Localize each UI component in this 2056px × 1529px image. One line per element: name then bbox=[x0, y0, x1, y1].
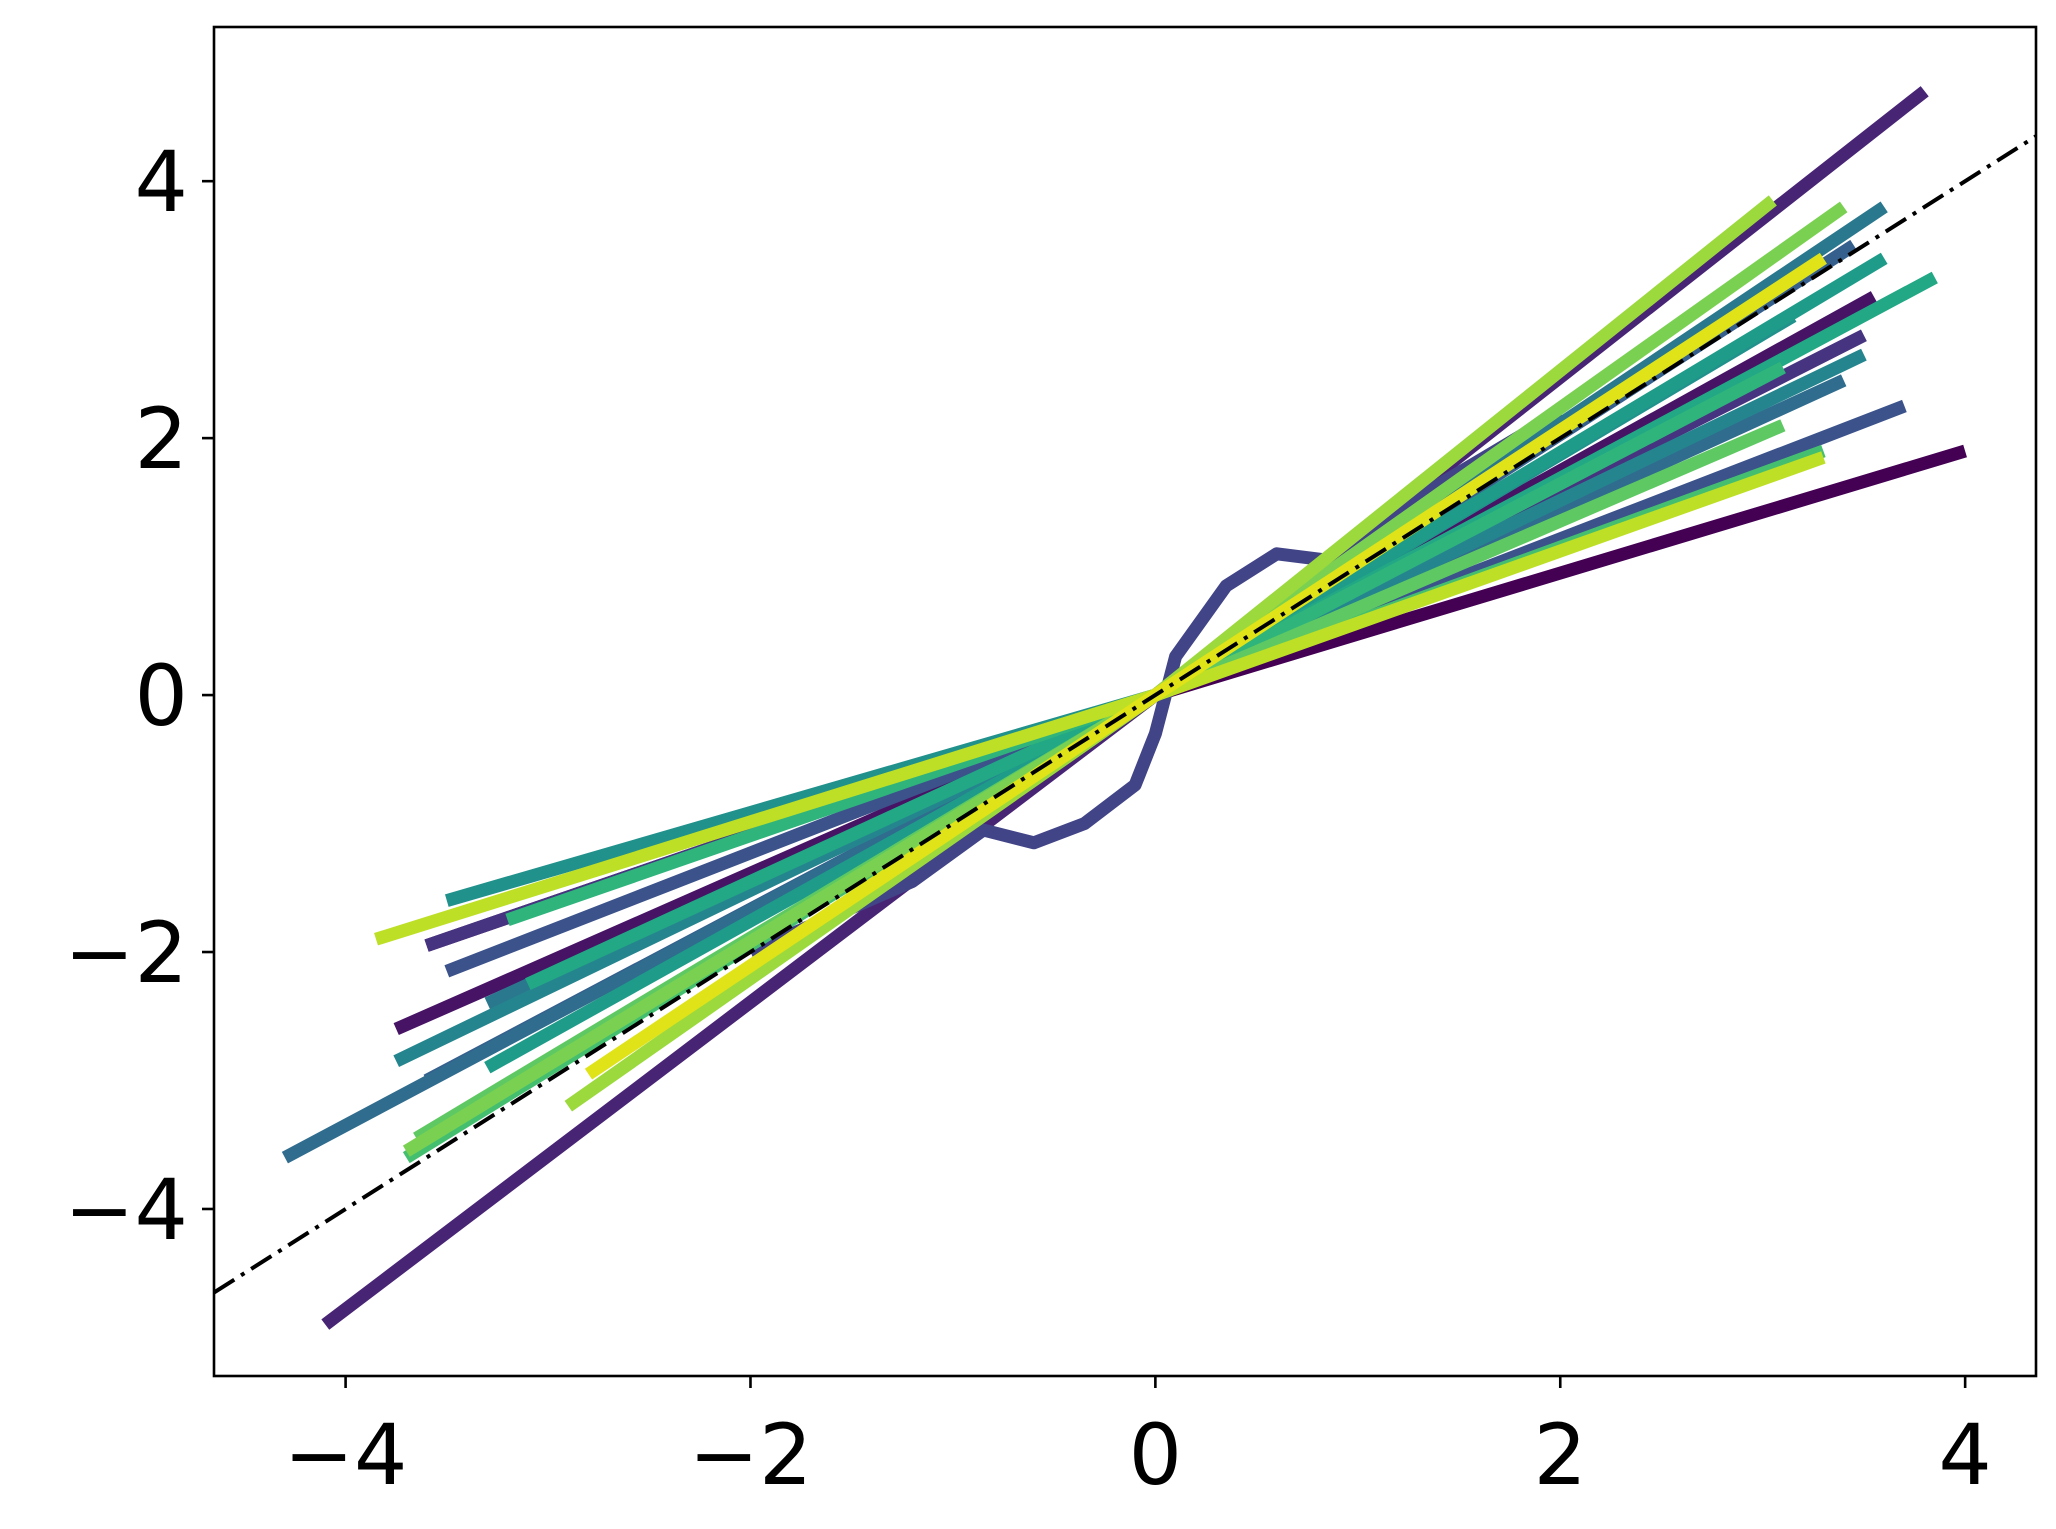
y-tick-label: −2 bbox=[64, 904, 188, 1002]
x-tick-label: 2 bbox=[1534, 1406, 1587, 1504]
x-tick-label: 4 bbox=[1938, 1406, 1991, 1504]
y-tick-label: −4 bbox=[64, 1161, 188, 1259]
series-layer bbox=[281, 86, 1967, 1330]
series-line-19 bbox=[374, 451, 1826, 946]
x-axis: −4 −2 0 2 4 bbox=[284, 1376, 1992, 1504]
x-tick-label: −4 bbox=[284, 1406, 408, 1504]
x-tick-label: −2 bbox=[689, 1406, 813, 1504]
y-tick-label: 2 bbox=[135, 390, 188, 488]
plot-frame bbox=[212, 25, 2038, 1378]
x-tick-label: 0 bbox=[1129, 1406, 1182, 1504]
y-tick-label: 0 bbox=[135, 647, 188, 745]
reference-line-layer bbox=[214, 134, 2036, 1295]
reference-line bbox=[214, 134, 2036, 1295]
y-axis: −4 −2 0 2 4 bbox=[64, 133, 214, 1259]
series-line-20 bbox=[584, 252, 1827, 1080]
y-tick-label: 4 bbox=[135, 133, 188, 231]
